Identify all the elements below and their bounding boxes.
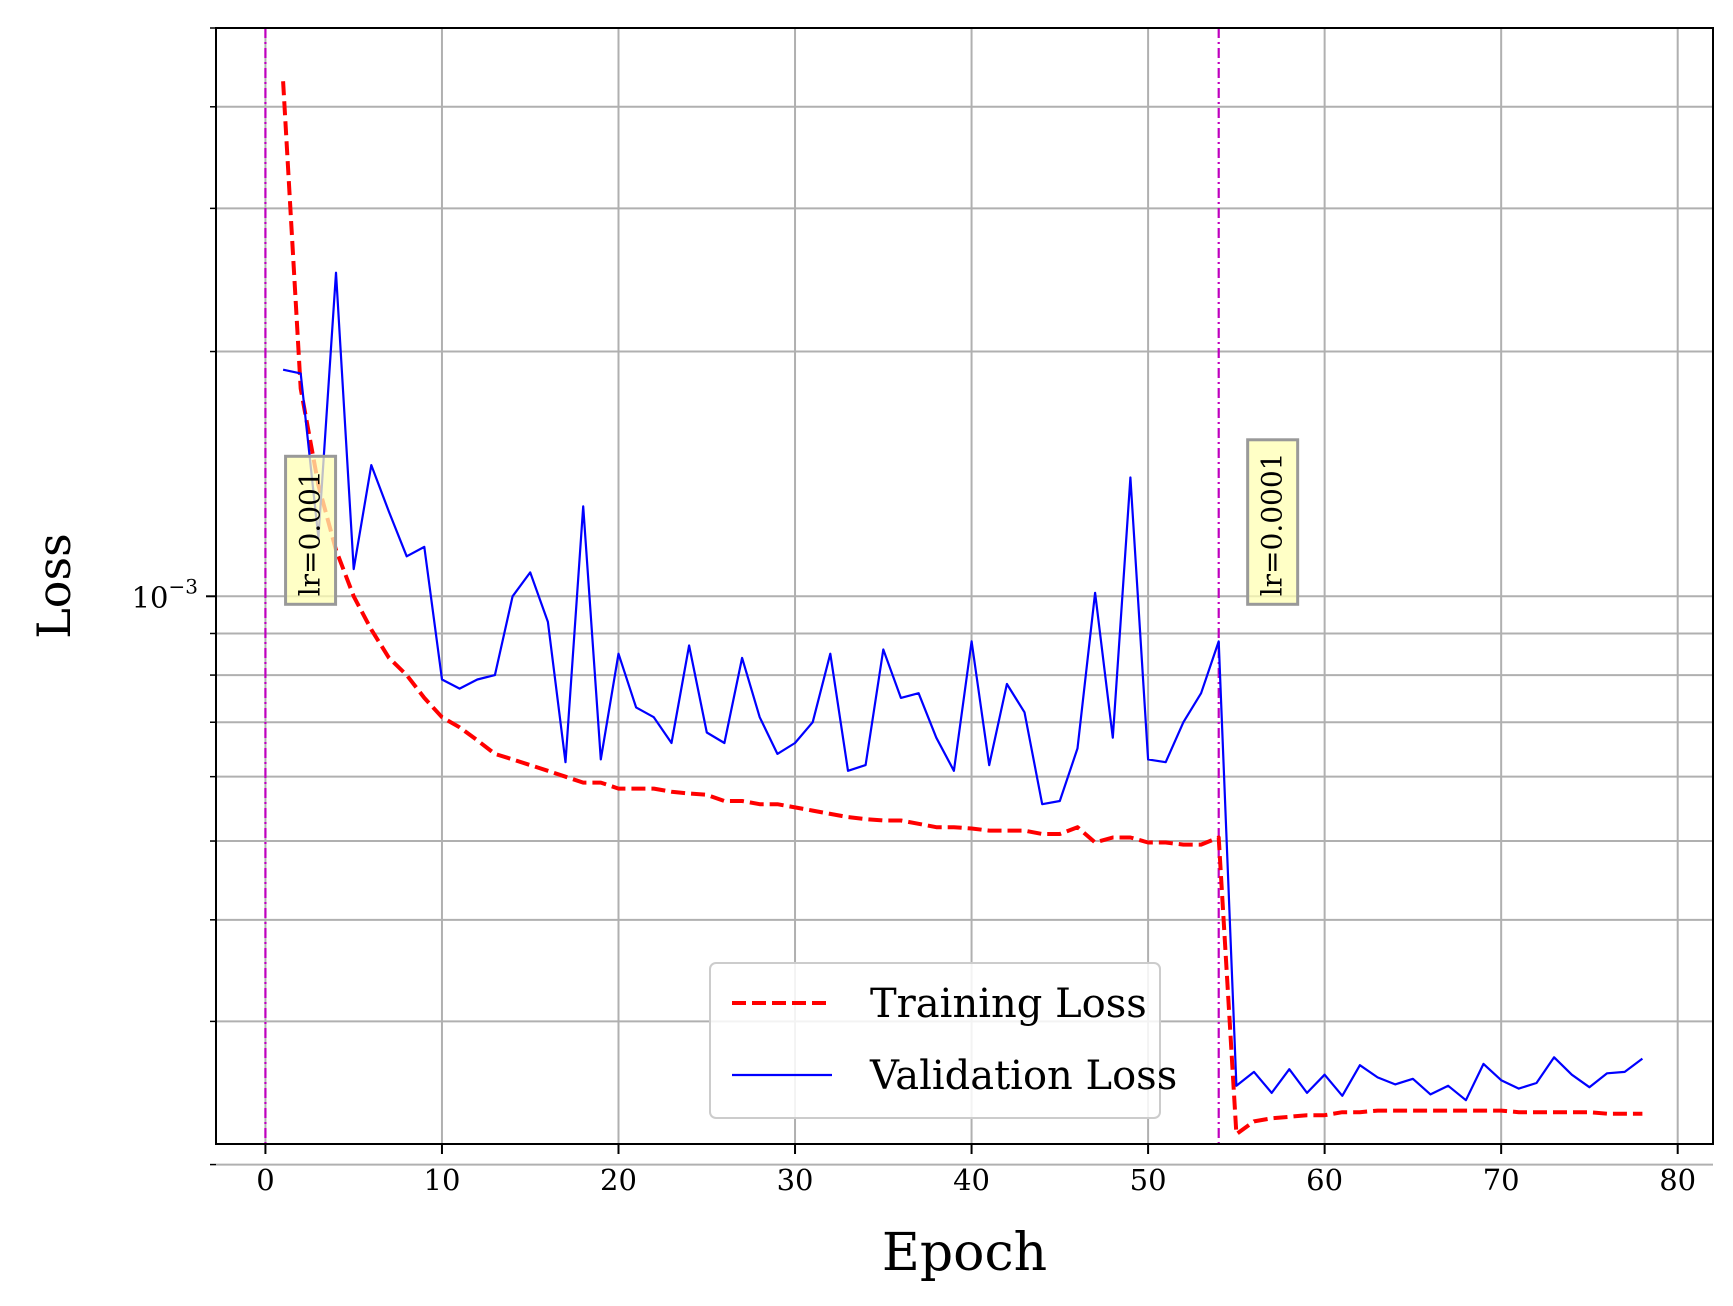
- lr-change-lines: [264, 28, 1220, 1144]
- training-loss-line: [281, 81, 1643, 1137]
- x-tick-label: 70: [1483, 1163, 1520, 1197]
- x-tick-label: 10: [424, 1163, 461, 1197]
- annotations: lr=0.001 lr=0.0001: [284, 438, 1300, 606]
- ticks: 0 10 20 30 40 50 60 70 80 10−3: [132, 27, 1696, 1197]
- x-tick-label: 0: [256, 1163, 274, 1197]
- lr-annotation-text: lr=0.0001: [1256, 453, 1289, 597]
- x-tick-label: 50: [1130, 1163, 1167, 1197]
- lr-annotation-text: lr=0.001: [294, 470, 327, 596]
- legend: Training Loss Validation Loss: [709, 962, 1177, 1119]
- x-tick-label: 40: [953, 1163, 990, 1197]
- series: [281, 81, 1644, 1137]
- lr-annotation-box: [284, 454, 338, 606]
- y-axis-title: Loss: [27, 533, 81, 638]
- validation-loss-line: [282, 271, 1644, 1102]
- legend-label: Validation Loss: [869, 1053, 1177, 1099]
- x-tick-label: 20: [600, 1163, 637, 1197]
- lr-annotation-box: [1246, 438, 1300, 606]
- x-tick-label: 80: [1659, 1163, 1696, 1197]
- x-axis-title: Epoch: [882, 1223, 1047, 1283]
- lr-annotation: lr=0.001: [284, 454, 338, 606]
- x-tick-label: 30: [777, 1163, 814, 1197]
- y-tick-label: 10−3: [132, 574, 198, 614]
- x-tick-label: 60: [1306, 1163, 1343, 1197]
- lr-annotation: lr=0.0001: [1246, 438, 1300, 606]
- legend-label: Training Loss: [870, 981, 1147, 1027]
- plot-frame: [215, 27, 1714, 1145]
